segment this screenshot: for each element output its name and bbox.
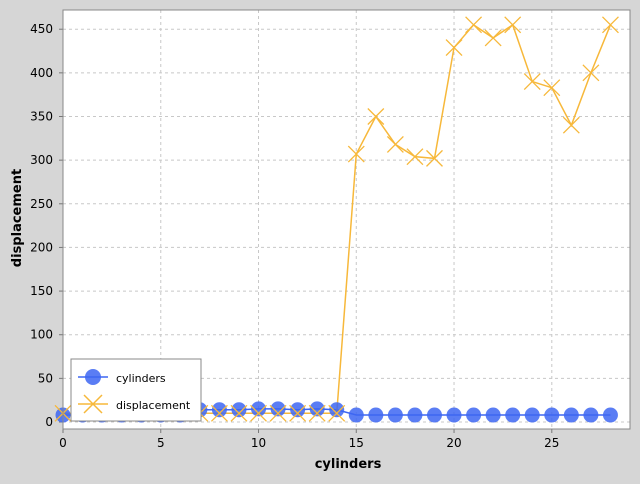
y-tick-label: 0 <box>45 415 53 429</box>
data-point-cylinders <box>407 407 423 423</box>
data-point-cylinders <box>446 407 462 423</box>
x-tick-label: 5 <box>157 436 165 450</box>
y-tick-label: 350 <box>30 109 53 123</box>
data-point-displacement <box>250 404 267 422</box>
data-point-displacement <box>406 148 424 166</box>
y-tick-label: 400 <box>30 66 53 80</box>
data-point-cylinders <box>583 407 599 423</box>
data-point-displacement <box>562 116 580 134</box>
legend-label-cylinders: cylinders <box>116 372 166 385</box>
data-point-displacement <box>523 73 541 91</box>
x-tick-label: 25 <box>544 436 559 450</box>
data-point-cylinders <box>524 407 540 423</box>
data-point-cylinders <box>602 407 618 423</box>
plot-border <box>62 9 631 430</box>
y-tick-label: 50 <box>38 371 53 385</box>
data-point-displacement <box>230 404 248 422</box>
y-tick-label: 200 <box>30 240 53 254</box>
legend-label-displacement: displacement <box>116 399 191 412</box>
data-point-displacement <box>601 16 619 34</box>
data-point-cylinders <box>231 402 247 418</box>
y-axis-label: displacement <box>10 169 25 267</box>
x-axis-label: cylinders <box>315 457 382 472</box>
data-point-displacement <box>465 16 483 34</box>
data-point-displacement <box>484 29 502 47</box>
legend-marker-displacement <box>83 394 103 414</box>
data-point-displacement <box>269 404 287 422</box>
y-tick-label: 300 <box>30 153 53 167</box>
x-tick-label: 10 <box>251 436 266 450</box>
y-tick-label: 150 <box>30 284 53 298</box>
data-point-displacement <box>328 404 346 422</box>
data-point-cylinders <box>368 407 384 423</box>
data-point-cylinders <box>426 407 442 423</box>
legend: cylinders displacement <box>70 358 202 422</box>
data-point-cylinders <box>563 407 579 423</box>
data-point-displacement <box>347 145 365 163</box>
y-tick-label: 450 <box>30 22 53 36</box>
x-tick-label: 15 <box>349 436 364 450</box>
data-point-displacement <box>543 79 561 97</box>
data-point-displacement <box>504 16 522 34</box>
y-tick-label: 100 <box>30 328 53 342</box>
data-point-cylinders <box>505 407 521 423</box>
data-point-cylinders <box>485 407 501 423</box>
data-point-displacement <box>426 149 443 167</box>
y-tick-label: 250 <box>30 197 53 211</box>
data-point-cylinders <box>290 402 306 418</box>
data-point-cylinders <box>544 407 560 423</box>
data-point-cylinders <box>211 402 227 418</box>
data-point-cylinders <box>270 401 286 417</box>
data-point-displacement <box>386 135 404 153</box>
x-tick-label: 0 <box>59 436 67 450</box>
data-point-displacement <box>367 108 385 125</box>
x-tick-label: 20 <box>446 436 461 450</box>
data-point-cylinders <box>387 407 403 423</box>
data-point-displacement <box>289 404 307 422</box>
data-point-displacement <box>210 404 228 422</box>
legend-marker-cylinders <box>85 369 101 385</box>
data-point-displacement <box>445 39 463 56</box>
data-point-displacement <box>582 64 600 82</box>
data-point-cylinders <box>309 401 325 417</box>
data-point-displacement <box>308 404 326 422</box>
data-point-cylinders <box>251 401 267 417</box>
data-point-cylinders <box>348 407 364 423</box>
data-point-cylinders <box>466 407 482 423</box>
data-point-cylinders <box>329 402 345 418</box>
